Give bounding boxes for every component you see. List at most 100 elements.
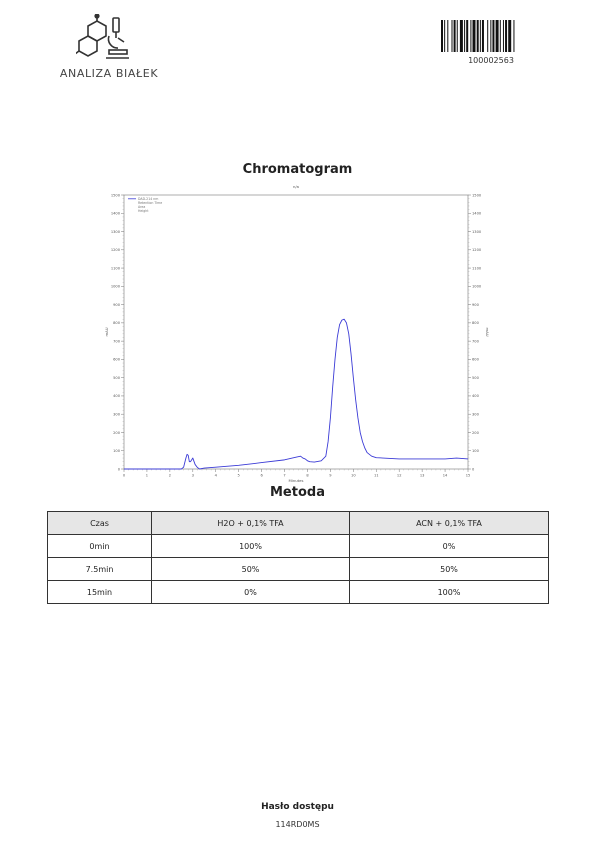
barcode-bar — [453, 20, 456, 52]
table-row: 15min 0% 100% — [47, 580, 549, 604]
company-logo: ANALIZA BIAŁEK — [54, 14, 164, 84]
table-cell: 0min — [47, 534, 152, 558]
x-tick-label: 10 — [351, 474, 356, 478]
barcode-bar — [505, 20, 508, 52]
column-header-water: H2O + 0,1% TFA — [151, 511, 350, 535]
table-cell: 100% — [349, 580, 549, 604]
barcode-bar — [502, 20, 504, 52]
y2-tick-label: 600 — [472, 358, 480, 362]
barcode-bar — [508, 20, 512, 52]
chart-title: Chromatogram — [242, 162, 353, 177]
table-cell: 0% — [349, 534, 549, 558]
barcode-bar — [487, 20, 489, 52]
y-tick-label: 1400 — [111, 212, 121, 216]
column-header-acetonitrile: ACN + 0,1% TFA — [349, 511, 549, 535]
y2-axis-label: mAU — [485, 327, 490, 336]
x-tick-label: 3 — [192, 474, 194, 478]
table-row: 0min 100% 0% — [47, 534, 549, 558]
table-header-row: Czas H2O + 0,1% TFA ACN + 0,1% TFA — [47, 511, 549, 535]
chart-top-label: n/a — [293, 184, 299, 189]
y2-tick-label: 400 — [472, 394, 480, 398]
y2-tick-label: 1100 — [472, 266, 482, 270]
x-tick-label: 0 — [123, 474, 126, 478]
y2-tick-label: 1000 — [472, 285, 482, 289]
barcode-bar — [472, 20, 476, 52]
legend-entry: DAD-214 nm — [138, 197, 158, 201]
x-tick-label: 13 — [420, 474, 425, 478]
y-tick-label: 1100 — [111, 266, 121, 270]
method-table: Czas H2O + 0,1% TFA ACN + 0,1% TFA 0min … — [47, 511, 549, 604]
barcode-bar — [481, 20, 484, 52]
x-tick-label: 2 — [169, 474, 171, 478]
barcode-bar — [456, 20, 458, 52]
x-tick-label: 9 — [329, 474, 332, 478]
table-cell: 7.5min — [47, 557, 152, 581]
y-tick-label: 700 — [113, 339, 121, 343]
y2-tick-label: 100 — [472, 449, 480, 453]
chromatogram-chart: 0 0 100 100 200 200 300 300 400 400 500 500 600 600 70… — [98, 181, 498, 486]
y-tick-label: 900 — [113, 303, 121, 307]
barcode-bar — [444, 20, 446, 52]
legend-entry: Area — [138, 205, 145, 209]
table-cell: 50% — [349, 557, 549, 581]
x-tick-label: 1 — [146, 474, 148, 478]
y2-tick-label: 1300 — [472, 230, 482, 234]
table-cell: 0% — [151, 580, 350, 604]
x-tick-label: 4 — [215, 474, 218, 478]
barcode-bar — [441, 20, 443, 52]
plot-frame — [123, 194, 469, 470]
barcode-bar — [466, 20, 469, 52]
y-tick-label: 1500 — [111, 193, 121, 197]
barcode-bar — [476, 20, 479, 52]
barcode-bars — [441, 20, 515, 52]
barcode-bar — [492, 20, 495, 52]
y-axis-label: mAU — [104, 327, 109, 336]
y2-tick-label: 700 — [472, 339, 480, 343]
x-tick-label: 5 — [238, 474, 240, 478]
table-cell: 15min — [47, 580, 152, 604]
y2-tick-label: 800 — [472, 321, 480, 325]
y2-tick-label: 200 — [472, 431, 480, 435]
table-cell: 100% — [151, 534, 350, 558]
y2-tick-label: 1200 — [472, 248, 482, 252]
column-header-time: Czas — [47, 511, 152, 535]
logo-text: ANALIZA BIAŁEK — [59, 67, 159, 80]
y-tick-label: 1000 — [111, 285, 121, 289]
barcode-bar — [499, 20, 501, 52]
access-password-value: 114RD0MS — [275, 820, 320, 829]
barcode-bar — [495, 20, 499, 52]
y-tick-label: 300 — [113, 413, 121, 417]
x-tick-label: 11 — [374, 474, 379, 478]
series-line — [124, 318, 469, 470]
x-tick-label: 7 — [283, 474, 285, 478]
y-tick-label: 100 — [113, 449, 121, 453]
y-tick-label: 400 — [113, 394, 121, 398]
x-tick-label: 12 — [397, 474, 402, 478]
y2-tick-label: 900 — [472, 303, 480, 307]
y-tick-label: 0 — [118, 467, 121, 471]
y2-tick-label: 1500 — [472, 193, 482, 197]
y-tick-label: 600 — [113, 358, 121, 362]
barcode-bar — [479, 20, 481, 52]
y2-tick-label: 1400 — [472, 212, 482, 216]
x-tick-label: 8 — [306, 474, 309, 478]
barcode-bar — [470, 20, 472, 52]
y2-tick-label: 0 — [472, 467, 475, 471]
barcode-bar — [451, 20, 453, 52]
y-tick-label: 800 — [113, 321, 121, 325]
barcode-bar — [447, 20, 449, 52]
x-tick-label: 14 — [443, 474, 448, 478]
barcode-bar — [459, 20, 463, 52]
y-tick-label: 200 — [113, 431, 121, 435]
barcode-bar — [464, 20, 466, 52]
table-row: 7.5min 50% 50% — [47, 557, 549, 581]
y-tick-label: 1300 — [111, 230, 121, 234]
y2-tick-label: 500 — [472, 376, 480, 380]
barcode-number: 100002563 — [468, 56, 514, 65]
x-axis-label: Minutes — [289, 478, 304, 483]
x-tick-label: 15 — [466, 474, 471, 478]
y-tick-label: 500 — [113, 376, 121, 380]
barcode: 100002563 — [441, 20, 541, 70]
barcode-bar — [513, 20, 515, 52]
